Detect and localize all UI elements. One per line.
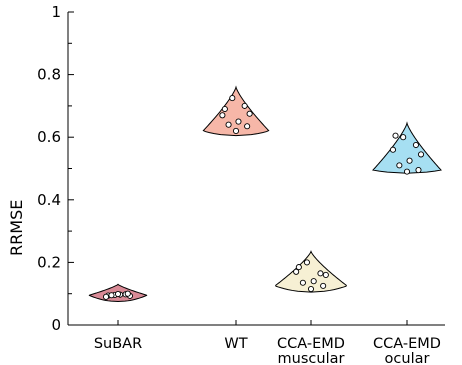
data-point [235, 118, 242, 125]
data-point [299, 279, 306, 286]
y-tick-label: 0 [51, 316, 61, 334]
data-point [108, 292, 115, 299]
data-point [415, 167, 422, 174]
violin-wt [202, 85, 270, 137]
data-point [406, 157, 413, 164]
data-point [293, 268, 300, 275]
violin-body [275, 250, 347, 293]
x-category-label: SuBAR [94, 336, 142, 352]
y-tick-label: 1 [51, 3, 61, 21]
data-point [320, 282, 327, 289]
violin-body [372, 121, 442, 174]
data-point [392, 132, 399, 139]
data-point [322, 271, 329, 278]
y-tick-label: 0.4 [37, 191, 61, 209]
x-category-label: muscular [278, 351, 345, 365]
data-point [124, 290, 131, 297]
data-point [246, 110, 253, 117]
data-point [225, 121, 232, 128]
data-point [241, 102, 248, 109]
data-point [403, 168, 411, 175]
violin-body [202, 85, 270, 137]
data-point [396, 162, 403, 169]
data-point [412, 141, 419, 149]
y-tick-label: 0.2 [37, 253, 61, 271]
data-point [295, 264, 302, 271]
data-point [310, 278, 317, 285]
data-point [221, 105, 228, 113]
x-category-label: CCA-EMD [277, 336, 345, 352]
x-category-label: WT [224, 336, 247, 352]
data-point [244, 123, 251, 130]
data-point [417, 151, 425, 158]
violin-subar [88, 283, 148, 303]
data-point [307, 285, 315, 293]
data-point [400, 134, 407, 141]
data-point [229, 95, 236, 102]
data-point [317, 270, 324, 277]
data-point [389, 146, 397, 153]
y-tick-label: 0.6 [37, 128, 61, 146]
y-tick-label: 0.8 [37, 66, 61, 84]
data-point [303, 259, 311, 266]
data-point [114, 290, 122, 298]
violin-cca-emd-ocular [372, 121, 442, 175]
data-point [102, 293, 110, 300]
data-point [219, 112, 226, 119]
data-point [232, 127, 240, 134]
x-category-label: ocular [385, 351, 430, 365]
x-category-label: CCA-EMD [373, 336, 441, 352]
violin-cca-emd-muscular [275, 250, 347, 293]
y-axis-title: RRMSE [7, 200, 26, 256]
